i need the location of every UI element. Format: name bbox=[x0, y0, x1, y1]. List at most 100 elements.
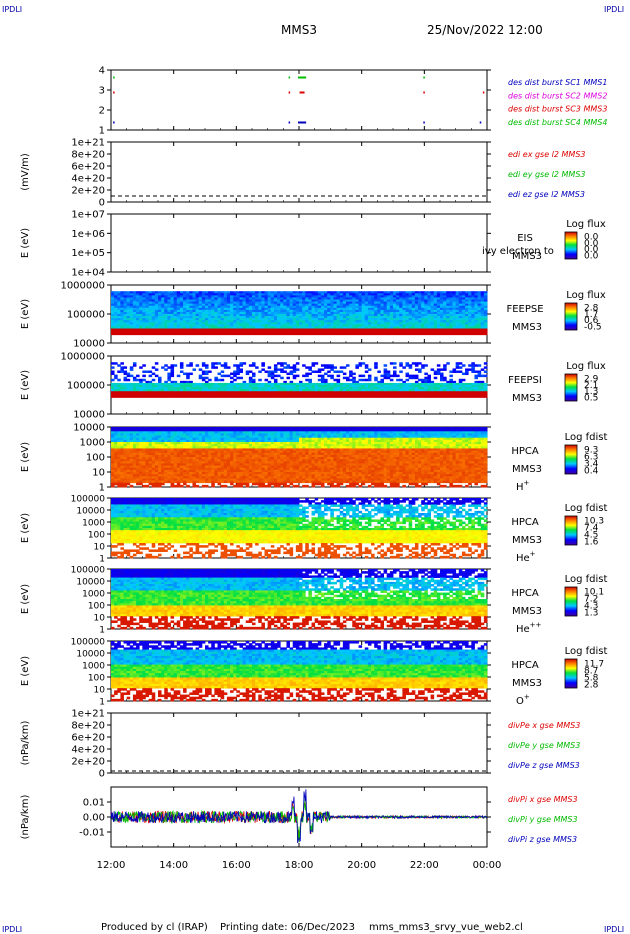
y-tick-label: 3 bbox=[99, 86, 105, 97]
spectrogram-cell bbox=[453, 333, 457, 335]
spectrogram-cell bbox=[221, 375, 225, 377]
spectrogram-cell bbox=[312, 364, 316, 366]
spacecraft-label: MMS3 bbox=[512, 464, 542, 475]
spectrogram-cell bbox=[192, 368, 196, 370]
spectrogram-cell bbox=[227, 375, 231, 377]
spectrogram-cell bbox=[192, 395, 196, 397]
spectrogram-cell bbox=[130, 368, 134, 370]
spectrogram-cell bbox=[246, 333, 250, 335]
spectrogram-cell bbox=[299, 333, 303, 335]
spectrogram-cell bbox=[305, 333, 309, 335]
spectrogram-cell bbox=[371, 395, 375, 397]
spectrogram-cell bbox=[393, 375, 397, 377]
spectrogram-cell bbox=[167, 481, 171, 484]
spectrogram-cell bbox=[393, 362, 397, 364]
spectrogram-cell bbox=[399, 364, 403, 366]
spectrogram-cell bbox=[130, 375, 134, 377]
spectrogram-cell bbox=[434, 373, 438, 375]
y-tick-label: 0 bbox=[99, 198, 105, 209]
spectrogram-cell bbox=[340, 366, 344, 368]
spectrogram-cell bbox=[402, 395, 406, 397]
spectrogram-cell bbox=[161, 483, 165, 486]
spectrogram-cell bbox=[117, 371, 121, 373]
spectrogram-cell bbox=[468, 395, 472, 397]
spectrogram-cell bbox=[456, 366, 460, 368]
spectrogram-cell bbox=[418, 395, 422, 397]
spectrogram-cell bbox=[114, 395, 118, 397]
spectrogram-cell bbox=[199, 395, 203, 397]
y-tick-label: 1000000 bbox=[60, 281, 105, 292]
spectrogram-cell bbox=[484, 395, 488, 397]
spectrogram-cell bbox=[152, 366, 156, 368]
spectrogram-cell bbox=[418, 333, 422, 335]
spectrogram-cell bbox=[290, 366, 294, 368]
spectrogram-cell bbox=[355, 366, 359, 368]
legend-entry: des dist burst SC2 MMS2 bbox=[508, 91, 607, 100]
spectrogram-cell bbox=[308, 373, 312, 375]
panel-frame bbox=[111, 142, 487, 202]
spectrogram-cell bbox=[399, 371, 403, 373]
spectrogram-cell bbox=[171, 395, 175, 397]
spectrogram-cell bbox=[390, 362, 394, 364]
spectrogram-cell bbox=[333, 333, 337, 335]
spectrogram-cell bbox=[133, 379, 137, 381]
burst-mark bbox=[423, 77, 425, 79]
spectrogram-cell bbox=[484, 371, 488, 373]
spectrogram-cell bbox=[406, 379, 410, 381]
spectrogram-cell bbox=[133, 481, 137, 484]
spectrogram-cell bbox=[330, 395, 334, 397]
spectrogram-cell bbox=[380, 395, 384, 397]
spectrogram-cell bbox=[136, 483, 140, 486]
spectrogram-cell bbox=[321, 368, 325, 370]
spectrogram-cell bbox=[120, 333, 124, 335]
spectrogram-cell bbox=[186, 377, 190, 379]
spectrogram-cell bbox=[180, 395, 184, 397]
spectrogram-cell bbox=[421, 366, 425, 368]
spectrogram-cell bbox=[459, 333, 463, 335]
spectrogram-cell bbox=[343, 395, 347, 397]
colorbar-title: Log flux bbox=[566, 219, 606, 230]
spectrogram-cell bbox=[393, 333, 397, 335]
spectrogram-cell bbox=[471, 395, 475, 397]
spectrogram-cell bbox=[180, 333, 184, 335]
spectrogram-cell bbox=[462, 364, 466, 366]
spectrogram-cell bbox=[268, 395, 272, 397]
spectrogram-cell bbox=[202, 364, 206, 366]
spectrogram-cell bbox=[211, 366, 215, 368]
spectrogram-cell bbox=[327, 333, 331, 335]
burst-mark bbox=[289, 122, 291, 124]
spectrogram-cell bbox=[315, 371, 319, 373]
spectrogram-cell bbox=[249, 371, 253, 373]
spectrogram-cell bbox=[286, 377, 290, 379]
spectrogram-cell bbox=[252, 333, 256, 335]
spectrogram-cell bbox=[302, 333, 306, 335]
spectrogram-cell bbox=[290, 395, 294, 397]
spectrogram-cell bbox=[268, 366, 272, 368]
burst-mark bbox=[480, 122, 482, 124]
spectrogram-cell bbox=[359, 395, 363, 397]
spectrogram-cell bbox=[180, 371, 184, 373]
spectrogram-cell bbox=[155, 485, 159, 488]
spectrogram-cell bbox=[327, 371, 331, 373]
spectrogram-cell bbox=[440, 333, 444, 335]
spectrogram-cell bbox=[296, 368, 300, 370]
spectrogram-cell bbox=[327, 395, 331, 397]
y-tick-label: 1e+05 bbox=[71, 248, 105, 259]
y-tick-label: 8e+20 bbox=[71, 150, 105, 161]
spectrogram-cell bbox=[167, 379, 171, 381]
spectrogram-cell bbox=[406, 364, 410, 366]
spectrogram-cell bbox=[199, 377, 203, 379]
spectrogram-cell bbox=[465, 373, 469, 375]
spectrogram-cell bbox=[396, 375, 400, 377]
colorbar-title: Log fdist bbox=[565, 432, 608, 443]
spectrogram-cell bbox=[462, 379, 466, 381]
spectrogram-cell bbox=[324, 366, 328, 368]
spectrogram-cell bbox=[111, 366, 115, 368]
spectrogram-cell bbox=[158, 485, 162, 488]
spectrogram-cell bbox=[142, 364, 146, 366]
spectrogram-cell bbox=[142, 371, 146, 373]
y-tick-label: 2e+20 bbox=[71, 186, 105, 197]
spectrogram-cell bbox=[233, 333, 237, 335]
